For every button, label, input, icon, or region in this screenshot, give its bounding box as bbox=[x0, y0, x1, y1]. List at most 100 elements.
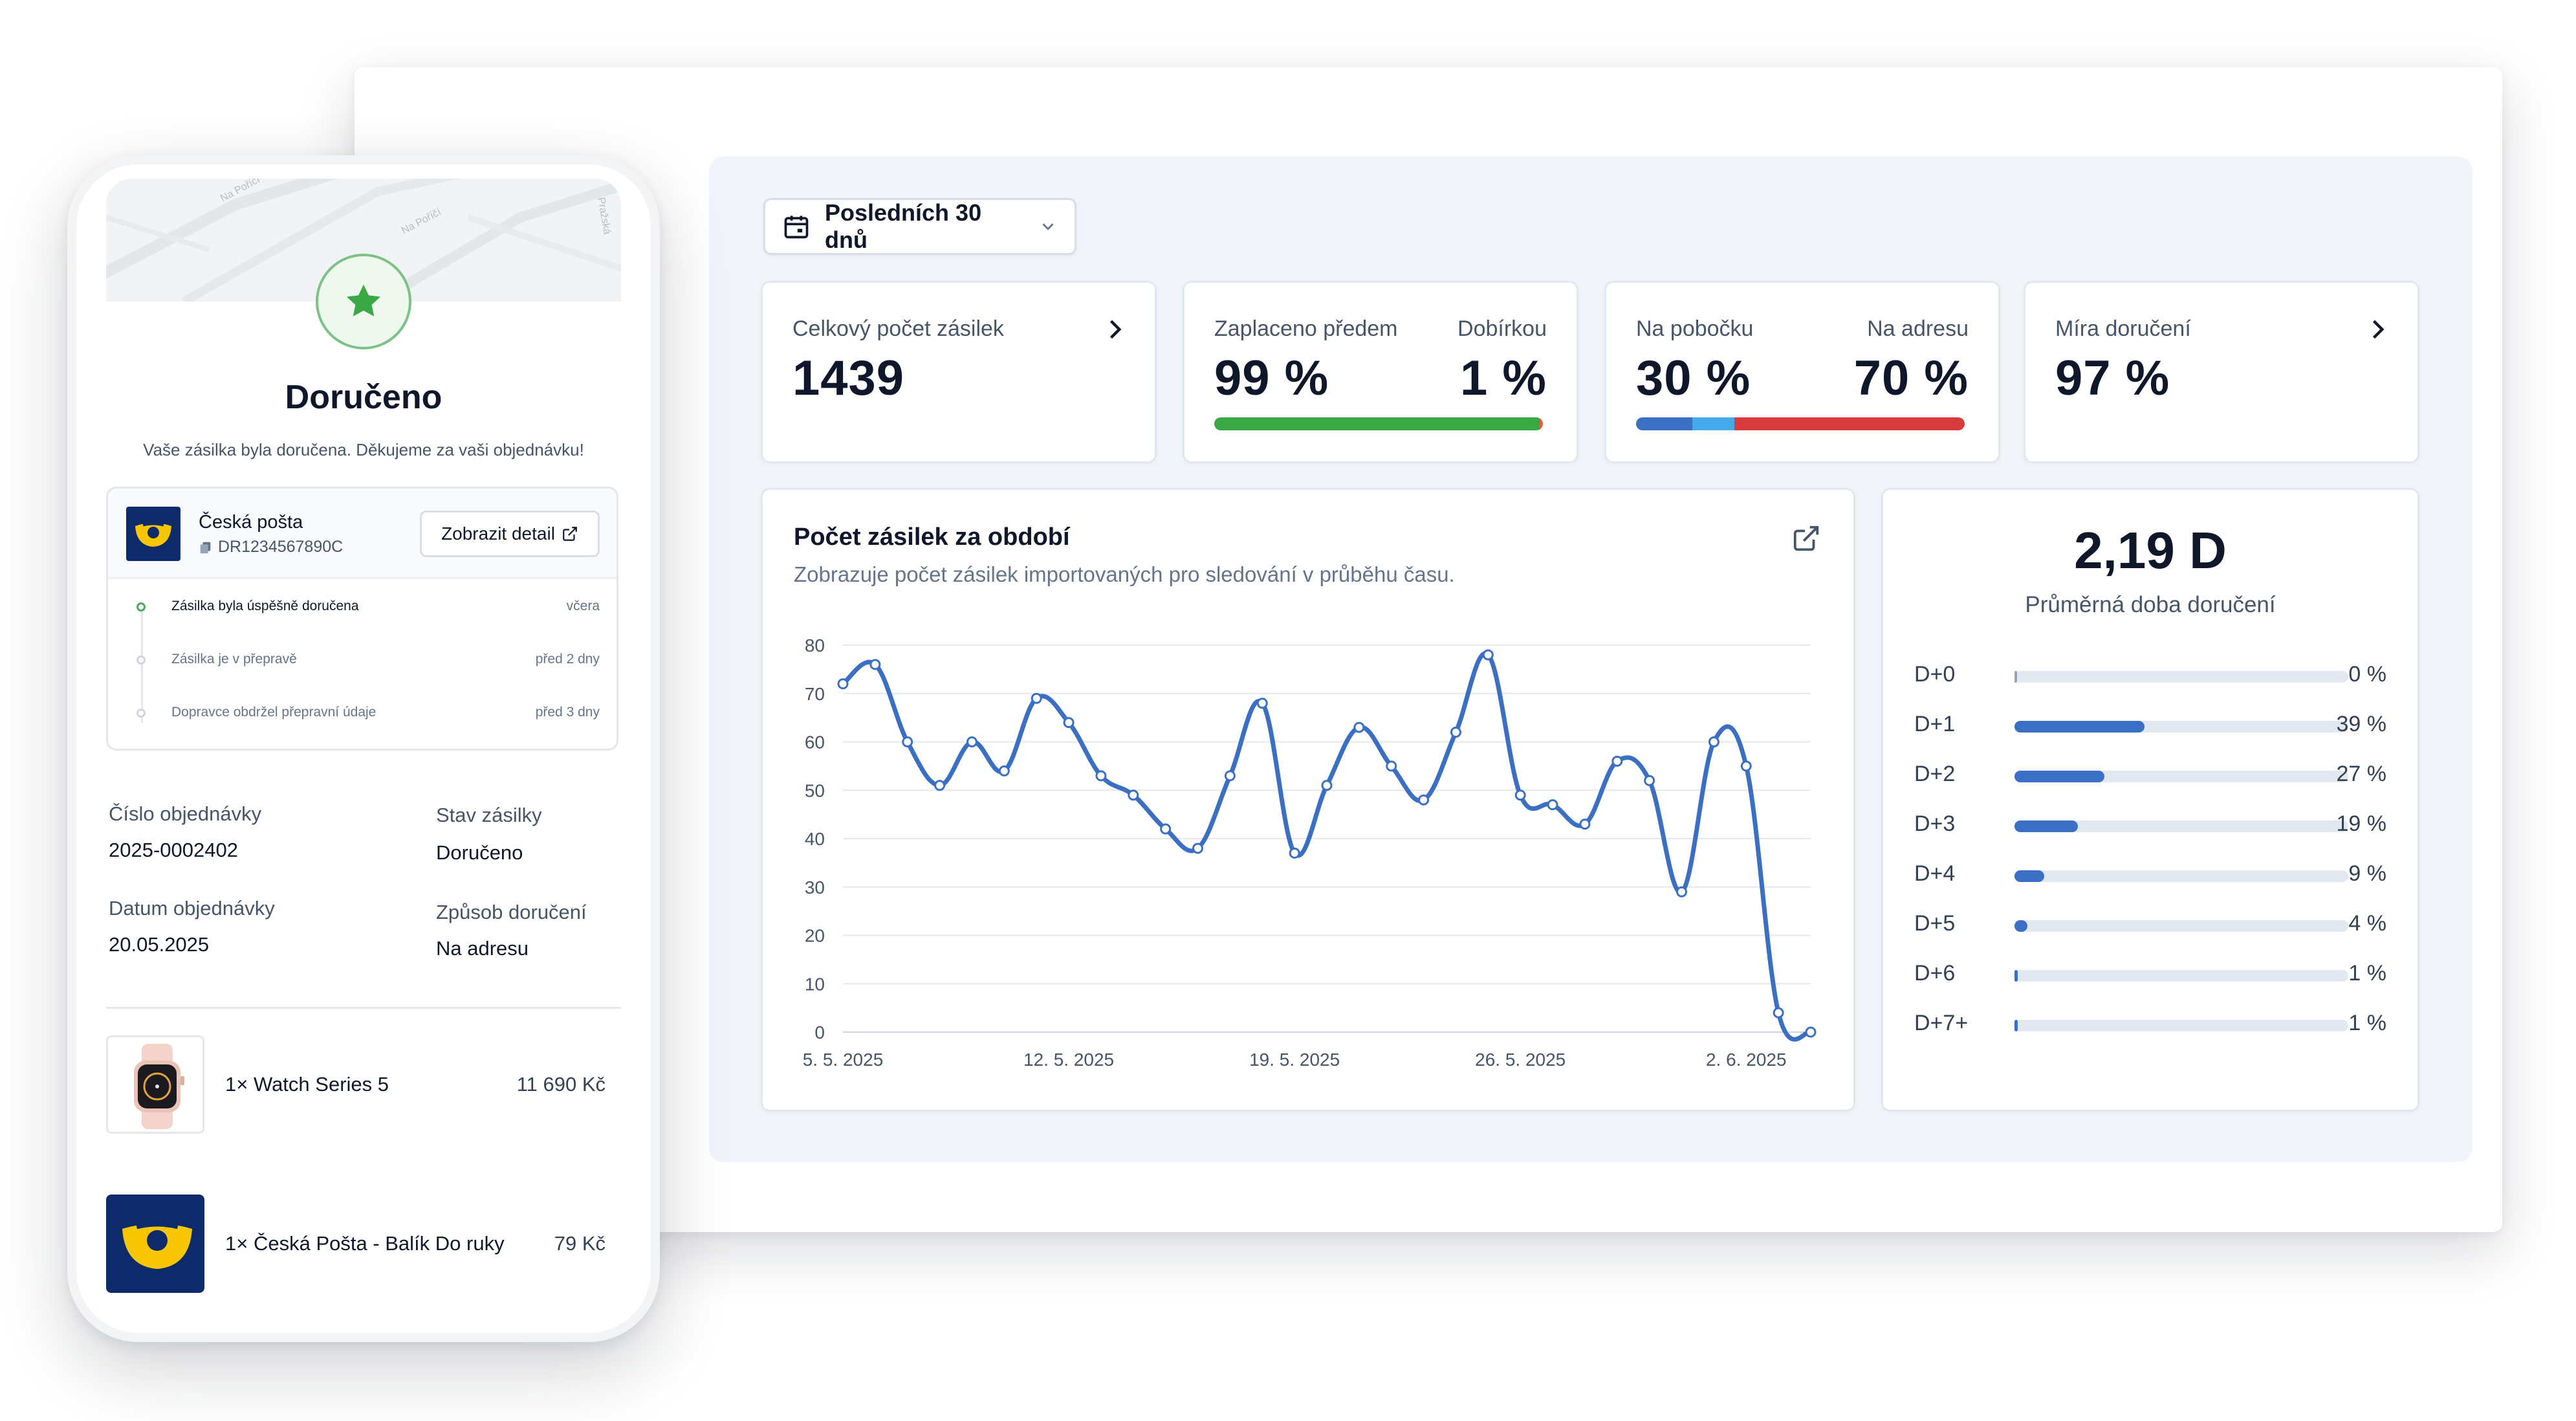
calendar-icon bbox=[784, 215, 809, 239]
data-point[interactable] bbox=[1579, 819, 1591, 830]
map-street-label: Pražská bbox=[595, 197, 613, 236]
data-point[interactable] bbox=[1160, 823, 1172, 835]
stat-card-total[interactable]: Celkový počet zásilek 1439 bbox=[761, 281, 1157, 463]
distribution-label: D+6 bbox=[1914, 961, 1956, 986]
map-streets: Na Poříčí Na Poříčí Pražská bbox=[106, 179, 621, 302]
stat-value-delivery-rate: 97 % bbox=[2055, 351, 2170, 406]
item-thumbnail-watch bbox=[106, 1035, 204, 1134]
chevron-right-icon[interactable] bbox=[2363, 315, 2392, 344]
stat-card-delivery-type: Na pobočku Na adresu 30 % 70 % bbox=[1604, 281, 2000, 463]
data-point[interactable] bbox=[1805, 1026, 1817, 1038]
data-point[interactable] bbox=[1224, 770, 1236, 782]
distribution-row: D+0 0 % bbox=[1914, 659, 2386, 692]
data-point[interactable] bbox=[1418, 794, 1430, 806]
stat-value-address: 70 % bbox=[1853, 351, 1969, 406]
data-point[interactable] bbox=[1450, 727, 1461, 738]
delivery-bar-branch-a bbox=[1636, 417, 1692, 430]
shipment-status-value: Doručeno bbox=[436, 841, 523, 864]
timeline-time: před 2 dny bbox=[535, 652, 600, 666]
distribution-track bbox=[2014, 870, 2348, 882]
stat-label-prepaid: Zaplaceno předem bbox=[1214, 316, 1398, 341]
x-tick-label: 19. 5. 2025 bbox=[1249, 1050, 1340, 1070]
show-detail-button[interactable]: Zobrazit detail bbox=[420, 511, 600, 557]
stat-label-address: Na adresu bbox=[1867, 316, 1969, 341]
x-tick-label: 5. 5. 2025 bbox=[803, 1050, 884, 1070]
data-point[interactable] bbox=[1031, 692, 1042, 704]
tracking-number-text: DR1234567890C bbox=[218, 538, 344, 556]
stat-label-branch: Na pobočku bbox=[1636, 316, 1754, 341]
stat-label-total: Celkový počet zásilek bbox=[792, 316, 1004, 341]
copy-icon[interactable] bbox=[199, 540, 213, 555]
data-point[interactable] bbox=[902, 736, 913, 747]
data-point[interactable] bbox=[1289, 847, 1300, 859]
payment-bar-cod bbox=[1539, 417, 1543, 430]
divider bbox=[106, 1007, 621, 1009]
data-point[interactable] bbox=[869, 659, 881, 670]
data-point[interactable] bbox=[1063, 717, 1075, 729]
y-tick-label: 10 bbox=[805, 974, 825, 994]
distribution-label: D+3 bbox=[1914, 811, 1956, 836]
avg-delivery-value: 2,19 D bbox=[2074, 522, 2227, 579]
data-point[interactable] bbox=[934, 780, 946, 791]
distribution-label: D+5 bbox=[1914, 911, 1956, 936]
data-point[interactable] bbox=[1708, 736, 1719, 747]
data-point[interactable] bbox=[1482, 649, 1494, 661]
distribution-label: D+0 bbox=[1914, 662, 1956, 687]
stat-value-branch: 30 % bbox=[1636, 351, 1751, 406]
data-point[interactable] bbox=[1611, 755, 1623, 767]
data-point[interactable] bbox=[1128, 789, 1139, 801]
y-tick-label: 0 bbox=[814, 1022, 825, 1042]
data-point[interactable] bbox=[1514, 789, 1526, 801]
data-point[interactable] bbox=[1547, 799, 1558, 811]
distribution-percent: 0 % bbox=[2348, 662, 2386, 687]
data-point[interactable] bbox=[1386, 760, 1397, 772]
shipment-status-label: Stav zásilky bbox=[436, 804, 542, 826]
watch-image bbox=[134, 1044, 184, 1129]
data-point[interactable] bbox=[1095, 770, 1107, 782]
distribution-percent: 1 % bbox=[2348, 1011, 2386, 1035]
distribution-fill bbox=[2014, 671, 2017, 683]
avg-delivery-card: 2,19 D Průměrná doba doručení D+0 0 % D+1 3… bbox=[1881, 488, 2419, 1112]
data-point[interactable] bbox=[1644, 775, 1655, 786]
distribution-row: D+4 9 % bbox=[1914, 859, 2386, 891]
tracking-number[interactable]: DR1234567890C bbox=[199, 538, 343, 556]
period-select[interactable]: Posledních 30 dnů bbox=[763, 198, 1076, 255]
data-point[interactable] bbox=[1321, 780, 1333, 791]
stat-value-total: 1439 bbox=[792, 351, 905, 406]
data-point[interactable] bbox=[998, 765, 1010, 777]
external-link-icon[interactable] bbox=[1791, 523, 1821, 553]
x-tick-label: 2. 6. 2025 bbox=[1706, 1050, 1787, 1070]
timeline-dot bbox=[136, 655, 146, 665]
order-number-value: 2025-0002402 bbox=[109, 839, 238, 861]
distribution-fill bbox=[2014, 1020, 2018, 1031]
item-name: 1× Česká Pošta - Balík Do ruky bbox=[225, 1232, 505, 1255]
distribution-track bbox=[2014, 721, 2348, 733]
data-point[interactable] bbox=[1192, 843, 1204, 854]
chevron-right-icon[interactable] bbox=[1100, 315, 1129, 344]
x-tick-label: 12. 5. 2025 bbox=[1023, 1050, 1114, 1070]
data-point[interactable] bbox=[837, 678, 849, 690]
distribution-track bbox=[2014, 970, 2348, 982]
distribution-label: D+1 bbox=[1914, 712, 1956, 736]
data-point[interactable] bbox=[1256, 698, 1268, 709]
data-point[interactable] bbox=[1676, 886, 1688, 898]
distribution-row: D+1 39 % bbox=[1914, 709, 2386, 742]
delivered-badge bbox=[316, 254, 411, 349]
delivery-bar-address bbox=[1734, 417, 1965, 430]
data-point[interactable] bbox=[1353, 722, 1365, 733]
data-point[interactable] bbox=[1773, 1007, 1784, 1019]
stat-card-delivery-rate[interactable]: Míra doručení 97 % bbox=[2024, 281, 2419, 463]
timeline-item: Zásilka byla úspěšně doručena včera bbox=[108, 595, 617, 621]
ceska-posta-logo bbox=[122, 1220, 192, 1269]
distribution-label: D+2 bbox=[1914, 762, 1956, 786]
data-point[interactable] bbox=[966, 736, 977, 747]
star-icon bbox=[346, 284, 381, 316]
data-point[interactable] bbox=[1740, 760, 1752, 772]
order-date-value: 20.05.2025 bbox=[109, 933, 210, 956]
distribution-track bbox=[2014, 671, 2348, 683]
timeline-time: včera bbox=[566, 599, 600, 613]
distribution-track bbox=[2014, 920, 2348, 932]
distribution-fill bbox=[2014, 721, 2145, 733]
timeline-text: Zásilka je v přepravě bbox=[171, 652, 297, 666]
stat-card-payment: Zaplaceno předem Dobírkou 99 % 1 % bbox=[1183, 281, 1578, 463]
